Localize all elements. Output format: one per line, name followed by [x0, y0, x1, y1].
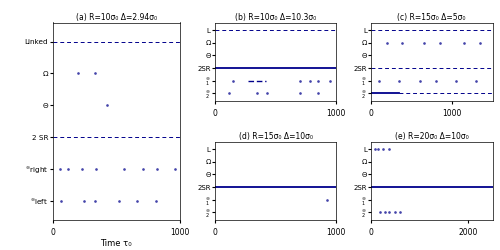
Title: (a) R=10σ₀ Δ=2.94σ₀: (a) R=10σ₀ Δ=2.94σ₀	[76, 13, 157, 22]
Title: (d) R=15σ₀ Δ=10σ₀: (d) R=15σ₀ Δ=10σ₀	[238, 132, 312, 141]
Title: (e) R=20σ₀ Δ=10σ₀: (e) R=20σ₀ Δ=10σ₀	[395, 132, 468, 141]
X-axis label: Time τ₀: Time τ₀	[100, 240, 132, 248]
Title: (c) R=15σ₀ Δ=5σ₀: (c) R=15σ₀ Δ=5σ₀	[398, 13, 466, 22]
Title: (b) R=10σ₀ Δ=10.3σ₀: (b) R=10σ₀ Δ=10.3σ₀	[235, 13, 316, 22]
